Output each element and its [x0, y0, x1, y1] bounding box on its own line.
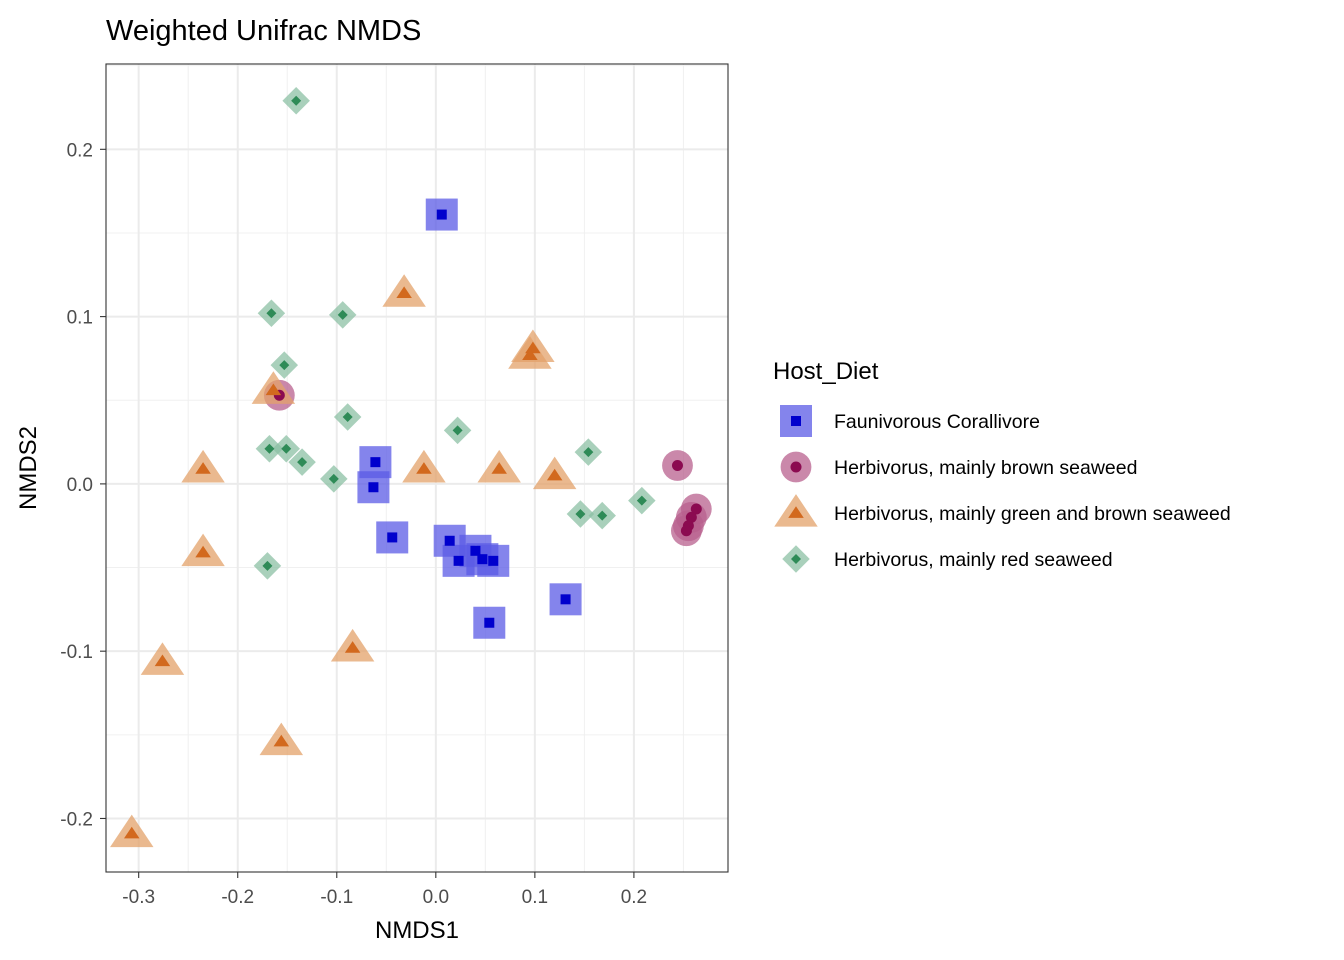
data-point-square	[470, 545, 481, 556]
legend-key-triangle	[788, 506, 804, 518]
data-point-diamond	[266, 308, 277, 319]
x-tick-label: -0.2	[221, 887, 254, 908]
data-point-triangle	[522, 348, 538, 360]
data-point-diamond	[583, 447, 594, 458]
data-point-diamond	[636, 495, 647, 506]
legend-item: Herbivorus, mainly green and brown seawe…	[774, 494, 1231, 527]
data-point-diamond	[337, 309, 348, 320]
data-point-circle	[671, 459, 683, 471]
x-tick-label: -0.1	[320, 887, 353, 908]
data-point-square	[484, 617, 495, 628]
data-point-triangle	[265, 383, 282, 396]
data-point-diamond	[452, 425, 463, 436]
data-point-triangle	[491, 462, 507, 474]
legend-title: Host_Diet	[773, 358, 879, 385]
data-point-diamond	[262, 560, 273, 571]
data-point-square	[477, 554, 488, 565]
y-tick-label: -0.1	[60, 642, 93, 663]
legend-key-square	[791, 416, 801, 426]
data-point-triangle	[154, 654, 171, 667]
legend-label: Herbivorus, mainly green and brown seawe…	[834, 503, 1231, 525]
x-tick-label: 0.1	[522, 887, 548, 908]
data-point-square	[488, 555, 499, 566]
y-axis-title: NMDS2	[15, 426, 42, 510]
x-axis-title: NMDS1	[375, 917, 459, 944]
chart-title: Weighted Unifrac NMDS	[106, 15, 421, 47]
data-point-square	[387, 532, 398, 543]
plot-border	[105, 63, 729, 873]
data-point-circle	[690, 503, 702, 515]
data-point-triangle	[273, 734, 290, 747]
data-point-triangle	[195, 462, 211, 474]
y-tick-label: 0.2	[67, 140, 93, 161]
data-point-diamond	[297, 457, 308, 468]
data-point-circle	[680, 525, 692, 537]
y-axis: -0.2 -0.1 0.0 0.1 0.2	[60, 140, 106, 830]
x-tick-label: -0.3	[122, 887, 155, 908]
y-tick-label: 0.0	[67, 475, 93, 496]
data-point-triangle	[195, 545, 211, 558]
data-point-circle	[685, 511, 697, 523]
data-point-diamond	[281, 443, 292, 454]
data-point-square	[368, 482, 379, 493]
legend: Host_Diet Faunivorous Corallivore Herbivo…	[773, 358, 1231, 573]
legend-label: Herbivorus, mainly red seaweed	[834, 549, 1113, 571]
legend-label: Faunivorous Corallivore	[834, 411, 1040, 433]
data-point-triangle	[546, 468, 563, 481]
data-point-diamond	[264, 443, 275, 454]
legend-label: Herbivorus, mainly brown seaweed	[834, 457, 1137, 479]
legend-item: Herbivorus, mainly brown seaweed	[780, 451, 1137, 483]
data-point-diamond	[328, 473, 339, 484]
y-tick-label: -0.2	[60, 809, 93, 830]
legend-key-diamond	[791, 554, 801, 564]
data-point-triangle	[344, 641, 361, 653]
data-point-square	[436, 209, 447, 220]
legend-item: Herbivorus, mainly red seaweed	[782, 545, 1113, 573]
data-point-diamond	[342, 411, 353, 422]
data-point-diamond	[575, 509, 586, 520]
data-point-square	[560, 594, 571, 605]
data-point-square	[453, 555, 464, 566]
legend-item: Faunivorous Corallivore	[780, 405, 1040, 437]
y-tick-label: 0.1	[67, 308, 93, 329]
points-core-layer	[123, 95, 702, 839]
data-point-diamond	[597, 510, 608, 521]
x-axis: -0.3 -0.2 -0.1 0.0 0.1 0.2	[122, 872, 647, 908]
x-tick-label: 0.2	[621, 887, 647, 908]
data-point-square	[370, 457, 381, 468]
data-point-triangle	[416, 462, 432, 474]
data-point-triangle	[396, 286, 412, 299]
data-point-triangle	[123, 826, 140, 839]
data-point-square	[444, 535, 455, 546]
data-point-diamond	[291, 95, 302, 106]
x-tick-label: 0.0	[423, 887, 449, 908]
legend-key-circle	[790, 461, 802, 473]
data-point-diamond	[279, 360, 290, 371]
